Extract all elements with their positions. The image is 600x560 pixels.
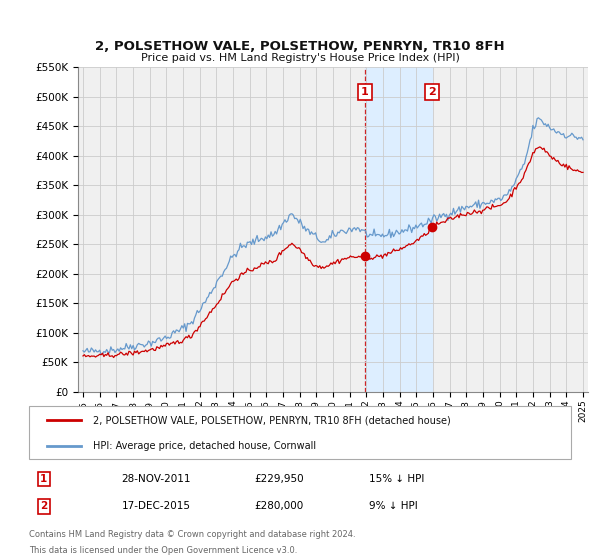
Text: 17-DEC-2015: 17-DEC-2015	[121, 501, 190, 511]
Text: 28-NOV-2011: 28-NOV-2011	[121, 474, 191, 484]
Bar	[365, 67, 433, 392]
Text: 1: 1	[361, 87, 369, 97]
Text: This data is licensed under the Open Government Licence v3.0.: This data is licensed under the Open Gov…	[29, 546, 298, 555]
Text: HPI: Average price, detached house, Cornwall: HPI: Average price, detached house, Corn…	[92, 441, 316, 451]
Text: 9% ↓ HPI: 9% ↓ HPI	[369, 501, 418, 511]
Text: 2, POLSETHOW VALE, POLSETHOW, PENRYN, TR10 8FH (detached house): 2, POLSETHOW VALE, POLSETHOW, PENRYN, TR…	[92, 416, 451, 426]
Text: Contains HM Land Registry data © Crown copyright and database right 2024.: Contains HM Land Registry data © Crown c…	[29, 530, 356, 539]
Text: £229,950: £229,950	[254, 474, 304, 484]
Text: £280,000: £280,000	[254, 501, 303, 511]
Text: 15% ↓ HPI: 15% ↓ HPI	[369, 474, 424, 484]
Text: 2: 2	[40, 501, 47, 511]
Text: 1: 1	[40, 474, 47, 484]
Text: 2: 2	[428, 87, 436, 97]
Text: 2, POLSETHOW VALE, POLSETHOW, PENRYN, TR10 8FH: 2, POLSETHOW VALE, POLSETHOW, PENRYN, TR…	[95, 40, 505, 53]
FancyBboxPatch shape	[29, 405, 571, 459]
Text: Price paid vs. HM Land Registry's House Price Index (HPI): Price paid vs. HM Land Registry's House …	[140, 53, 460, 63]
